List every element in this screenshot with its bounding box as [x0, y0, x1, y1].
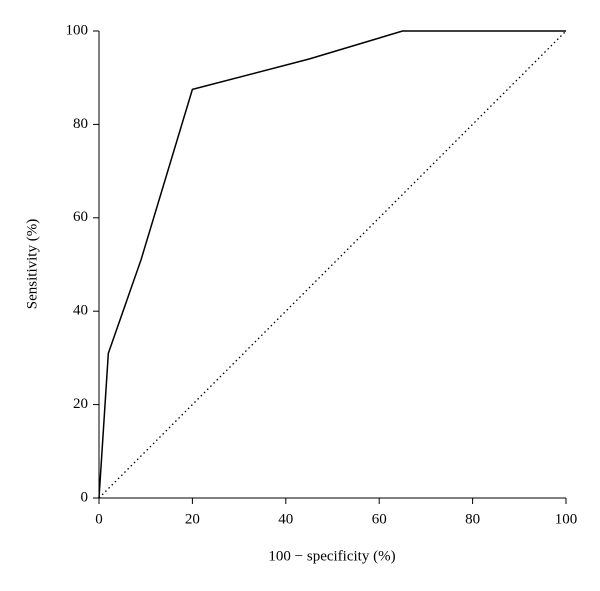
x-axis-title: 100 − specificity (%)	[268, 548, 395, 564]
y-tick-label: 40	[73, 303, 88, 319]
y-tick-label: 60	[73, 209, 88, 225]
y-tick-label: 100	[66, 22, 89, 38]
y-tick-label: 80	[73, 116, 88, 132]
x-tick-label: 100	[555, 511, 578, 527]
x-tick-label: 40	[278, 511, 293, 527]
y-axis-title: Sensitivity (%)	[24, 219, 40, 309]
x-tick-label: 80	[465, 511, 480, 527]
x-tick-label: 60	[372, 511, 387, 527]
reference-line	[98, 30, 567, 499]
x-tick-label: 20	[185, 511, 200, 527]
y-tick-label: 0	[81, 489, 89, 505]
y-tick-label: 20	[73, 396, 88, 412]
roc-line	[98, 30, 566, 499]
x-tick-label: 0	[95, 511, 103, 527]
